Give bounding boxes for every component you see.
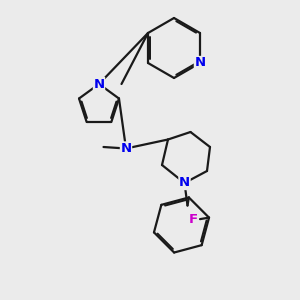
Text: N: N — [179, 176, 190, 190]
Text: N: N — [120, 142, 132, 155]
Text: N: N — [194, 56, 206, 70]
Text: F: F — [189, 213, 198, 226]
Text: N: N — [93, 77, 105, 91]
